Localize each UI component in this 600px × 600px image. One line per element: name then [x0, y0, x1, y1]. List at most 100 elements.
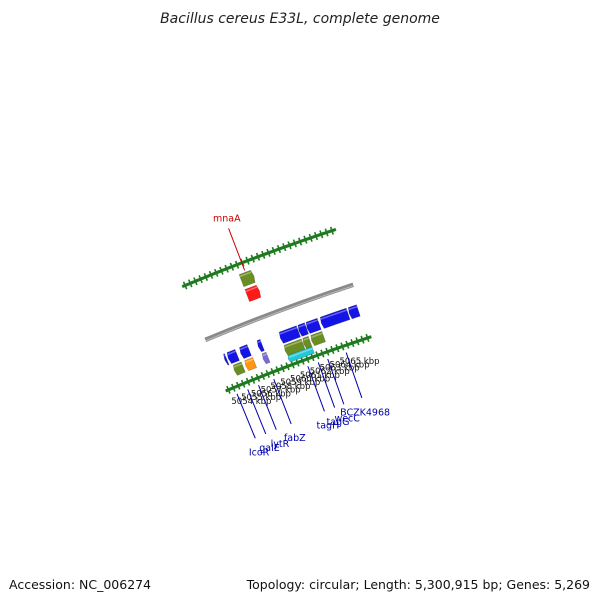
forward-tick-minor [310, 235, 314, 240]
forward-tick-minor [237, 262, 241, 266]
forward-tick-major [329, 226, 334, 235]
forward-tick-minor [317, 233, 321, 237]
forward-tick-minor [212, 271, 216, 276]
forward-tick-minor [312, 235, 316, 239]
reverse-tick-minor [353, 340, 356, 345]
kbp-label: 5057 kbp [261, 386, 301, 396]
kbp-label: 5058 kbp [270, 382, 310, 392]
forward-tick-minor [186, 282, 190, 286]
reverse-tick-minor [344, 343, 347, 348]
reverse-tick-minor [230, 386, 234, 390]
reverse-tick-minor [283, 365, 286, 370]
reverse-tick-minor [259, 374, 263, 379]
forward-tick-minor [316, 233, 320, 238]
forward-tick-minor [196, 278, 199, 283]
reverse-tick-minor [240, 382, 244, 386]
reverse-tick-minor [325, 350, 328, 354]
reverse-tick-major [250, 375, 256, 384]
reverse-tick-major [226, 385, 231, 394]
forward-tick-minor [197, 278, 200, 282]
feature-highlight [320, 309, 348, 320]
feature-reverse-trna [244, 356, 258, 372]
forward-tick-minor [291, 242, 295, 246]
gene-label-lytr: lytR [271, 439, 290, 450]
forward-tick-minor [271, 249, 275, 254]
forward-tick-minor [243, 260, 246, 264]
forward-tick-major [282, 243, 287, 252]
reverse-tick-major [365, 333, 370, 343]
feature-reverse-cds [347, 304, 361, 320]
reverse-tick-minor [238, 383, 242, 387]
forward-tick-minor [182, 284, 186, 288]
kbp-label: 5063 kbp [320, 364, 360, 374]
kbp-label: 5064 kbp [330, 360, 370, 370]
reverse-tick-minor [264, 373, 268, 377]
feature-highlight [262, 353, 268, 357]
reverse-tick-minor [332, 347, 335, 352]
forward-tick-minor [313, 234, 317, 239]
reverse-tick-minor [285, 365, 288, 369]
reverse-tick-minor [367, 335, 370, 340]
reverse-tick-major [260, 371, 266, 380]
reverse-tick-minor [310, 355, 313, 360]
forward-tick-minor [326, 230, 329, 234]
forward-tick-minor [286, 244, 289, 248]
gene-label-bczk4968: BCZK4968 [340, 407, 390, 418]
reverse-tick-minor [362, 337, 365, 342]
reverse-tick-minor [232, 385, 236, 390]
reverse-tick-minor [270, 370, 274, 375]
forward-tick-minor [323, 231, 326, 235]
forward-tick-minor [221, 268, 224, 273]
forward-tick-major [229, 262, 235, 271]
reverse-tick-minor [363, 337, 366, 341]
reverse-tick-minor [267, 371, 271, 376]
forward-tick-major [255, 252, 261, 261]
forward-tick-minor [244, 259, 247, 264]
reverse-tick-minor [250, 378, 254, 382]
reverse-tick-major [305, 354, 310, 363]
reverse-tick-minor [253, 377, 257, 381]
reverse-tick-minor [313, 354, 316, 359]
forward-tick-minor [223, 267, 226, 272]
reverse-tick-minor [327, 349, 330, 354]
forward-tick-minor [296, 240, 300, 244]
reverse-tick-minor [360, 338, 363, 342]
reverse-tick-minor [278, 367, 282, 372]
reverse-tick-minor [329, 348, 332, 353]
forward-tick-minor [278, 246, 282, 251]
reverse-tick-minor [342, 344, 345, 348]
forward-tick-minor [275, 248, 279, 252]
forward-tick-minor [203, 275, 207, 280]
genome-backbone [204, 282, 354, 342]
forward-tick-minor [292, 242, 296, 246]
kbp-label: 5056 kbp [251, 389, 291, 399]
reverse-tick-minor [323, 351, 326, 355]
reverse-tick-minor [355, 339, 358, 344]
forward-tick-minor [217, 269, 221, 274]
forward-tick-major [324, 228, 329, 237]
reverse-tick-minor [358, 338, 361, 343]
reverse-tick-minor [273, 369, 277, 374]
forward-tick-major [234, 260, 240, 269]
map-title: Bacillus cereus E33L, complete genome [160, 11, 440, 27]
forward-tick-minor [190, 280, 194, 285]
forward-tick-minor [283, 245, 287, 249]
gene-label-gale: galE [259, 443, 280, 454]
feature-reverse-cds [226, 348, 240, 365]
gene-label-leader [258, 384, 277, 430]
reverse-tick-minor [235, 384, 239, 388]
reverse-tick-minor [274, 369, 278, 373]
feature-reverse-pseudo [261, 351, 271, 365]
forward-tick-minor [185, 282, 189, 287]
reverse-tick-major [355, 337, 360, 346]
forward-tick-minor [307, 236, 310, 241]
reverse-tick-minor [289, 363, 292, 367]
reverse-tick-major [275, 366, 280, 375]
reverse-tick-minor [229, 386, 233, 391]
genome-backbone-highlight [205, 285, 354, 342]
forward-tick-minor [315, 233, 319, 238]
feature-reverse-gene [310, 331, 326, 347]
reverse-tick-major [295, 358, 300, 367]
kbp-label: 5061 kbp [300, 371, 340, 381]
